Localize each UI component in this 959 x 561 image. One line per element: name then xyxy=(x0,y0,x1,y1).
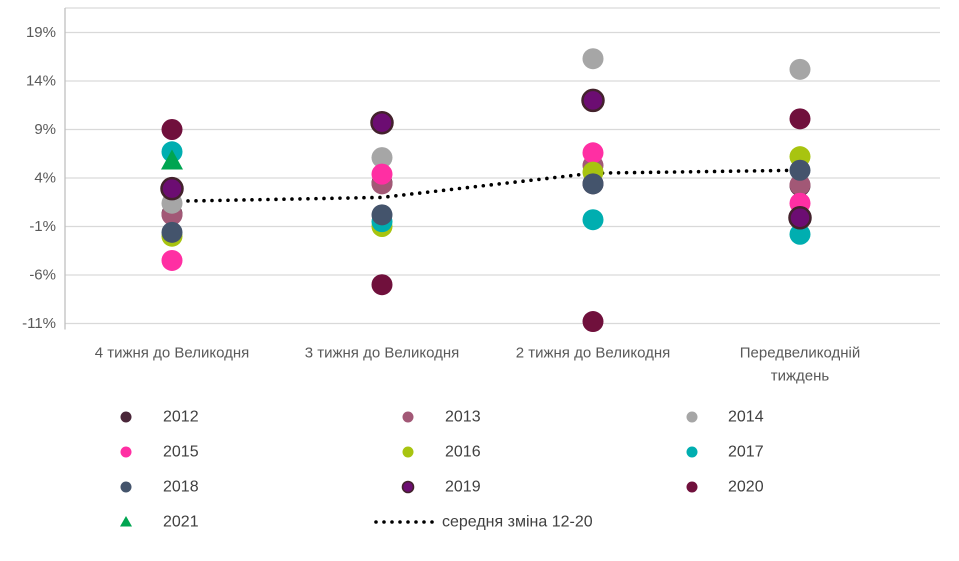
y-axis-tick-label: -1% xyxy=(29,218,56,235)
x-axis-category-label: Передвеликодній xyxy=(740,345,861,362)
data-point-2017 xyxy=(789,223,811,245)
legend-marker-2017 xyxy=(686,446,698,458)
data-point-2018 xyxy=(582,173,604,195)
y-axis-tick-label: -6% xyxy=(29,267,56,284)
legend-marker-2016 xyxy=(402,446,414,458)
y-axis-tick-label: -11% xyxy=(22,315,56,332)
data-point-2019 xyxy=(788,206,812,230)
y-axis-tick-label: 9% xyxy=(34,121,56,138)
data-point-2018 xyxy=(161,221,183,243)
data-point-2014 xyxy=(582,48,604,70)
data-point-2015 xyxy=(371,163,393,185)
data-point-2019 xyxy=(160,176,184,201)
data-point-2018 xyxy=(789,159,811,181)
data-point-2014 xyxy=(789,58,811,80)
legend-label-2012: 2012 xyxy=(163,409,199,426)
data-point-2015 xyxy=(582,142,604,164)
legend-marker-2021 xyxy=(120,516,132,527)
data-point-2017 xyxy=(582,209,604,231)
data-point-2018 xyxy=(371,204,393,226)
y-axis-tick-label: 4% xyxy=(34,170,56,187)
data-point-2013 xyxy=(789,174,811,196)
legend-marker-2019 xyxy=(401,480,415,494)
legend-label-2014: 2014 xyxy=(728,409,764,426)
legend-label-2013: 2013 xyxy=(445,409,481,426)
average-line-12-20 xyxy=(170,168,802,204)
legend-label-2020: 2020 xyxy=(728,479,764,496)
data-point-2020 xyxy=(161,119,183,140)
legend-marker-2013 xyxy=(402,411,414,423)
x-axis-category-label: 2 тижня до Великодня xyxy=(516,345,671,362)
data-point-2019 xyxy=(370,110,394,135)
data-point-2015 xyxy=(161,249,183,271)
legend-label-2017: 2017 xyxy=(728,444,764,461)
legend-marker-2018 xyxy=(120,481,132,493)
legend-marker-2015 xyxy=(120,446,132,458)
x-axis-category-label: 4 тижня до Великодня xyxy=(95,345,250,362)
legend-label-2018: 2018 xyxy=(163,479,199,496)
legend-label-average-line: середня зміна 12-20 xyxy=(442,514,593,531)
legend-marker-2012 xyxy=(120,411,132,423)
x-axis-category-label-line2: тиждень xyxy=(771,368,830,385)
data-point-2019 xyxy=(581,88,605,113)
legend-marker-2020 xyxy=(686,481,698,493)
x-axis-category-label: 3 тижня до Великодня xyxy=(305,345,460,362)
data-point-2020 xyxy=(789,108,811,130)
y-axis-tick-label: 19% xyxy=(26,24,56,41)
data-point-2021 xyxy=(161,149,183,170)
legend-marker-2014 xyxy=(686,411,698,423)
data-point-2014 xyxy=(371,147,393,169)
legend-label-2016: 2016 xyxy=(445,444,481,461)
data-point-2020 xyxy=(582,311,604,333)
data-point-2020 xyxy=(371,274,393,296)
legend-label-2019: 2019 xyxy=(445,479,481,496)
legend-label-2015: 2015 xyxy=(163,444,199,461)
legend-label-2021: 2021 xyxy=(163,514,199,531)
y-axis-tick-label: 14% xyxy=(26,73,56,90)
